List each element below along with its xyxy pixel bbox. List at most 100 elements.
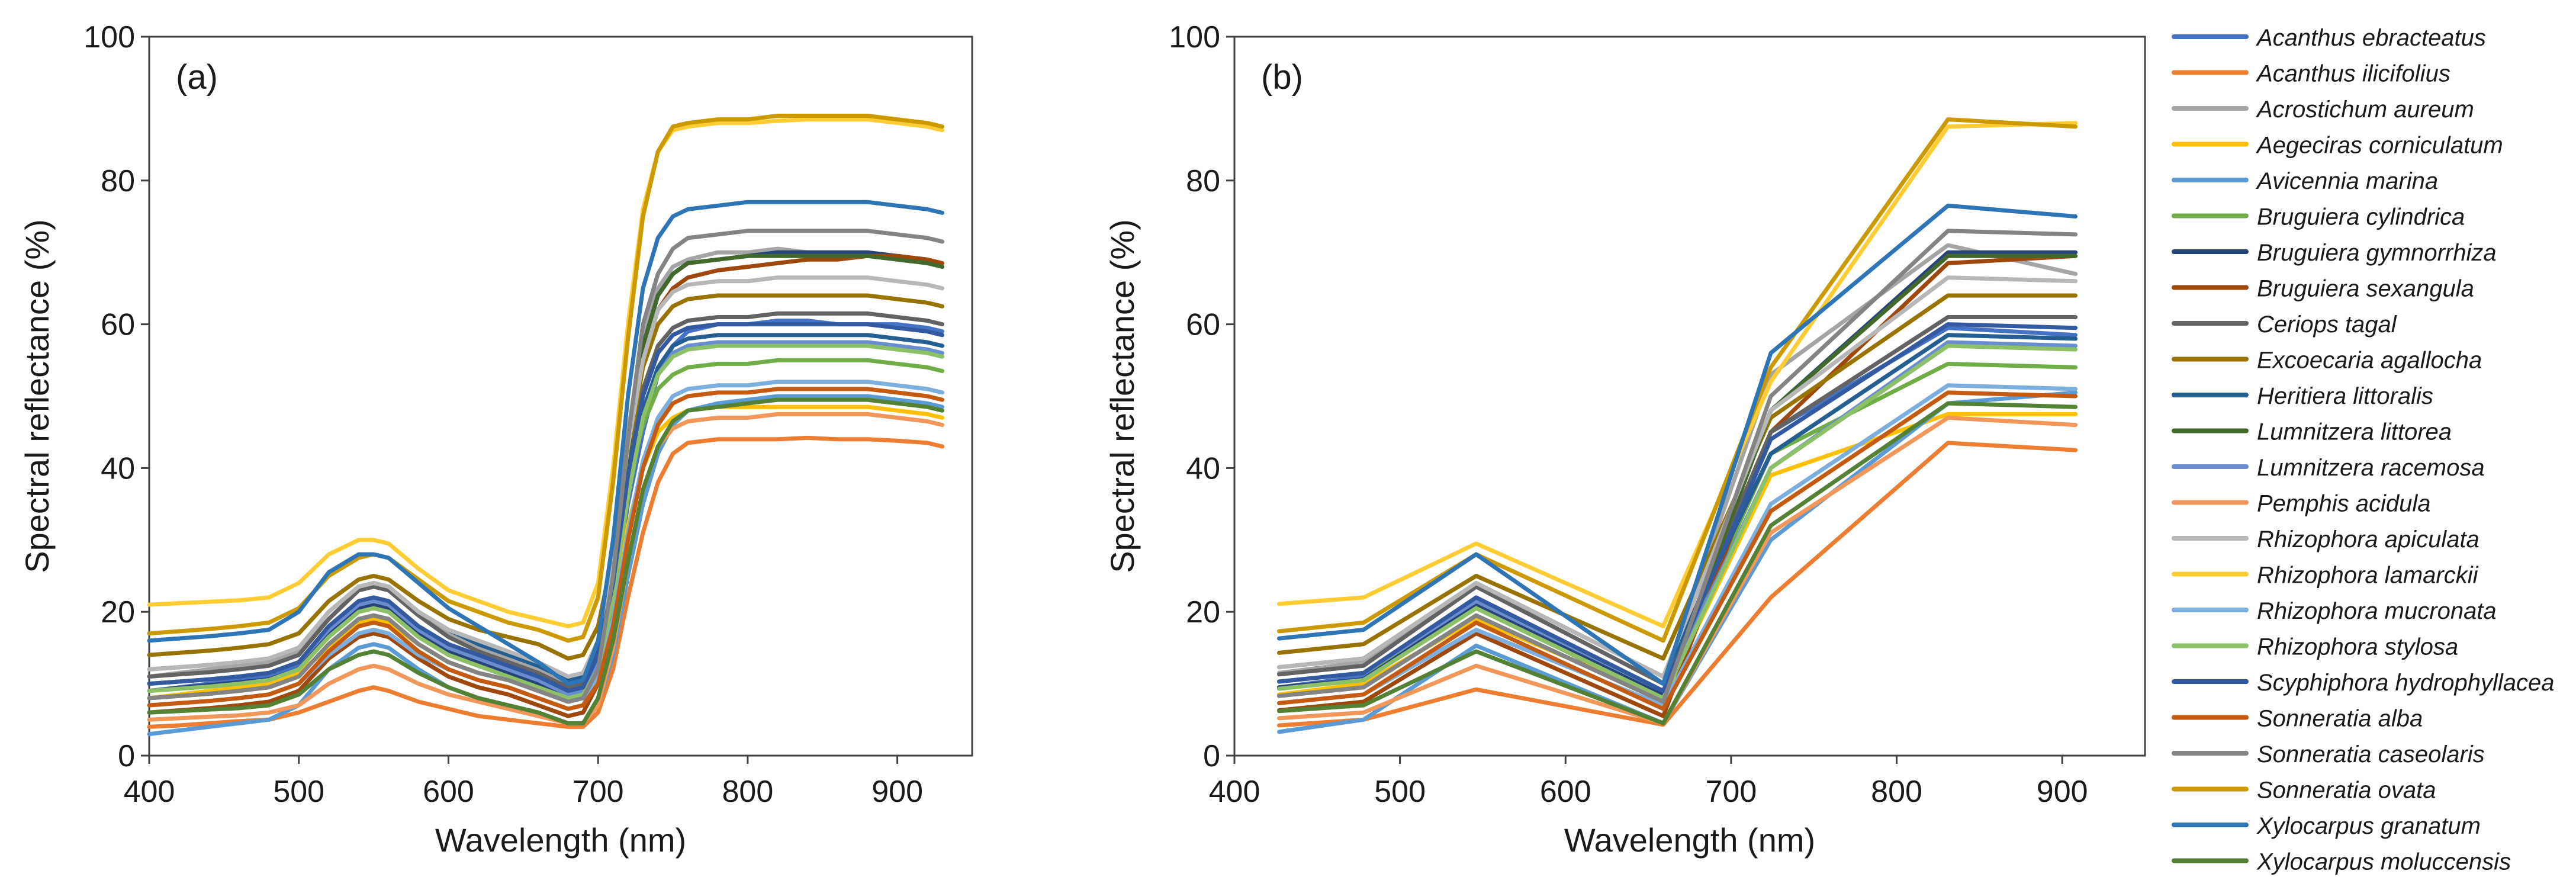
legend-item-rhizophora-lamarckii: Rhizophora lamarckii [2172,563,2479,589]
legend-item-sonneratia-ovata: Sonneratia ovata [2172,778,2436,804]
legend-item-bruguiera-cylindrica: Bruguiera cylindrica [2172,204,2465,230]
x-tick-label: 400 [124,775,175,809]
x-tick-label: 700 [573,775,624,809]
legend-label: Bruguiera cylindrica [2257,204,2465,230]
legend-label: Scyphiphora hydrophyllacea [2257,670,2555,696]
legend-item-aegeciras-corniculatum: Aegeciras corniculatum [2172,133,2503,159]
y-tick-label: 60 [101,308,135,342]
y-tick-label: 20 [101,595,135,629]
y-tick-label: 0 [118,739,135,773]
legend-item-avicennia-marina: Avicennia marina [2172,168,2438,194]
series-line-a-rhizophora-apiculata [147,275,944,679]
legend-item-excoecaria-agallocha: Excoecaria agallocha [2172,348,2482,374]
ticks-b: 400 500 600 700 800 900 0 20 40 60 80 100 [1169,20,2088,809]
series-line-b-sonneratia-alba [1277,390,2078,711]
legend-item-bruguiera-gymnorrhiza: Bruguiera gymnorrhiza [2172,240,2497,266]
series-line-b-sonneratia-ovata [1277,117,2078,643]
series-line-b-xylocarpus-granatum [1277,203,2078,686]
legend-label: Acanthus ilicifolius [2256,61,2450,87]
series-line-b-rhizophora-apiculata [1277,275,2078,679]
x-tick-label: 800 [722,775,774,809]
legend-label: Xylocarpus moluccensis [2256,849,2511,875]
y-tick-label: 100 [83,20,135,54]
legend-label: Lumnitzera racemosa [2257,455,2485,481]
legend-item-acanthus-ebracteatus: Acanthus ebracteatus [2172,25,2486,51]
legend-label: Heritiera littoralis [2257,383,2433,409]
series-line-a-acanthus-ilicifolius [147,435,944,729]
legend-label: Pemphis acidula [2257,491,2431,517]
legend-label: Acrostichum aureum [2256,97,2474,123]
y-axis-label-a: Spectral reflectance (%) [18,219,56,573]
series-line-a-rhizophora-lamarckii [147,117,944,628]
x-axis-label-a: Wavelength (nm) [435,821,686,859]
legend: Acanthus ebracteatus Acanthus ilicifolius… [2172,25,2555,875]
series-group-b [1277,117,2078,734]
legend-item-acrostichum-aureum: Acrostichum aureum [2172,97,2474,123]
series-line-b-rhizophora-lamarckii [1277,121,2078,628]
y-tick-label: 60 [1186,308,1220,342]
series-line-b-scyphiphora-hydrophyllacea [1277,322,2078,693]
x-tick-label: 900 [871,775,923,809]
ticks-a: 400 500 600 700 800 900 0 20 40 60 80 100 [83,20,923,809]
series-line-a-aegeciras-corniculatum [147,404,944,701]
legend-item-rhizophora-apiculata: Rhizophora apiculata [2172,526,2479,552]
panel-b: 400 500 600 700 800 900 0 20 40 60 80 100 (b) Wavel… [1104,20,2146,859]
panel-label-b: (b) [1261,58,1303,97]
legend-item-sonneratia-alba: Sonneratia alba [2172,706,2423,732]
legend-item-rhizophora-mucronata: Rhizophora mucronata [2172,598,2497,624]
x-tick-label: 600 [423,775,474,809]
panel-a: 400 500 600 700 800 900 0 20 40 60 80 100 (a) Wavel… [18,20,973,859]
legend-label: Rhizophora lamarckii [2257,563,2479,589]
legend-label: Acanthus ebracteatus [2256,25,2486,51]
series-group-a [147,114,944,737]
y-tick-label: 80 [101,164,135,198]
legend-item-sonneratia-caseolaris: Sonneratia caseolaris [2172,741,2485,767]
y-tick-label: 20 [1186,595,1220,629]
legend-item-acanthus-ilicifolius: Acanthus ilicifolius [2172,61,2450,87]
x-tick-label: 600 [1540,775,1591,809]
legend-label: Sonneratia caseolaris [2257,741,2485,767]
legend-label: Bruguiera sexangula [2257,276,2474,302]
legend-label: Avicennia marina [2256,168,2438,194]
legend-item-lumnitzera-littorea: Lumnitzera littorea [2172,419,2452,445]
x-tick-label: 700 [1706,775,1757,809]
x-tick-label: 800 [1871,775,1922,809]
panel-label-a: (a) [176,58,218,97]
legend-label: Xylocarpus granatum [2256,813,2481,839]
y-tick-label: 40 [1186,451,1220,486]
y-tick-label: 100 [1169,20,1220,54]
legend-item-xylocarpus-granatum: Xylocarpus granatum [2172,813,2481,839]
series-line-a-scyphiphora-hydrophyllacea [147,322,944,693]
legend-label: Rhizophora apiculata [2257,526,2479,552]
legend-label: Rhizophora stylosa [2257,634,2458,660]
legend-label: Ceriops tagal [2257,311,2397,338]
legend-label: Excoecaria agallocha [2257,348,2482,374]
legend-item-lumnitzera-racemosa: Lumnitzera racemosa [2172,455,2485,481]
legend-label: Aegeciras corniculatum [2256,133,2503,159]
plot-frame-b [1233,36,2146,757]
plot-frame-a [148,36,973,757]
x-tick-label: 500 [273,775,324,809]
legend-item-pemphis-acidula: Pemphis acidula [2172,491,2431,517]
y-tick-label: 40 [101,451,135,486]
series-line-a-sonneratia-ovata [147,114,944,643]
series-line-a-xylocarpus-granatum [147,200,944,686]
series-line-a-excoecaria-agallocha [147,293,944,661]
legend-item-ceriops-tagal: Ceriops tagal [2172,311,2397,338]
series-line-b-excoecaria-agallocha [1277,293,2078,661]
series-line-b-acrostichum-aureum [1277,243,2078,686]
legend-label: Rhizophora mucronata [2257,598,2497,624]
series-line-b-xylocarpus-moluccensis [1277,401,2078,725]
series-line-a-bruguiera-sexangula [147,253,944,718]
legend-label: Lumnitzera littorea [2257,419,2452,445]
y-tick-label: 0 [1203,739,1220,773]
series-line-a-xylocarpus-moluccensis [147,397,944,725]
x-tick-label: 400 [1209,775,1260,809]
x-tick-label: 500 [1374,775,1426,809]
y-tick-label: 80 [1186,164,1220,198]
x-tick-label: 900 [2037,775,2088,809]
legend-label: Sonneratia alba [2257,706,2423,732]
series-line-a-sonneratia-alba [147,387,944,711]
